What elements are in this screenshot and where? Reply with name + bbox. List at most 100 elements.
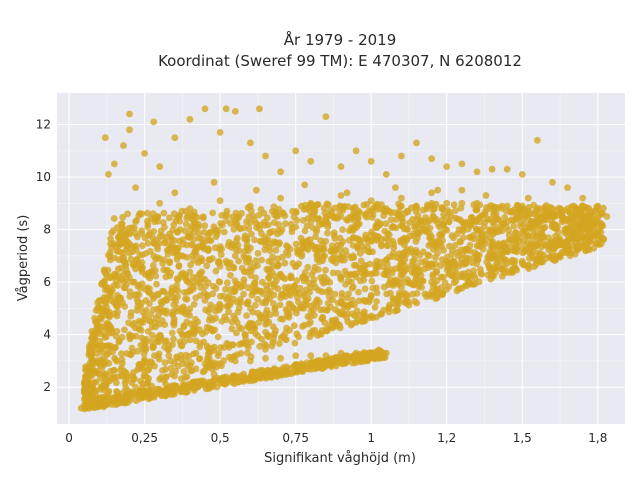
data-point bbox=[126, 288, 134, 296]
data-point bbox=[200, 245, 208, 253]
data-point bbox=[391, 307, 399, 315]
data-point bbox=[538, 243, 546, 251]
data-point bbox=[212, 307, 219, 315]
data-point bbox=[542, 255, 549, 263]
data-point bbox=[150, 295, 157, 302]
data-point bbox=[328, 209, 336, 217]
data-point bbox=[278, 226, 286, 233]
data-point bbox=[454, 215, 462, 223]
data-point bbox=[324, 229, 331, 237]
data-point bbox=[84, 402, 92, 410]
data-point bbox=[261, 246, 269, 254]
data-point bbox=[150, 306, 157, 314]
data-point bbox=[188, 367, 196, 375]
data-point bbox=[588, 233, 596, 241]
data-point bbox=[251, 236, 258, 244]
data-point bbox=[159, 367, 166, 374]
data-point bbox=[570, 202, 577, 210]
data-point bbox=[108, 286, 116, 294]
data-point bbox=[135, 325, 143, 333]
data-point bbox=[243, 375, 251, 383]
data-point bbox=[127, 255, 135, 263]
data-point bbox=[411, 268, 418, 276]
data-point bbox=[82, 372, 89, 380]
data-point bbox=[279, 253, 286, 261]
data-point bbox=[150, 118, 158, 126]
data-point bbox=[264, 370, 272, 378]
data-point bbox=[473, 168, 481, 176]
data-point bbox=[96, 337, 104, 345]
data-point bbox=[329, 296, 336, 304]
data-point bbox=[85, 343, 93, 350]
data-point bbox=[133, 295, 141, 303]
x-axis-label: Signifikant våghöjd (m) bbox=[264, 451, 416, 466]
data-point bbox=[314, 201, 322, 208]
data-point bbox=[162, 337, 170, 345]
data-point bbox=[142, 297, 150, 304]
data-point bbox=[138, 227, 146, 235]
x-tick-label: 1,8 bbox=[588, 431, 607, 445]
data-point bbox=[475, 251, 483, 259]
data-point bbox=[262, 342, 270, 350]
data-point bbox=[167, 233, 175, 241]
data-point bbox=[331, 204, 338, 212]
data-point bbox=[168, 329, 176, 337]
data-point bbox=[456, 259, 464, 267]
data-point bbox=[444, 207, 451, 214]
data-point bbox=[310, 210, 317, 218]
data-point bbox=[230, 263, 237, 271]
data-point bbox=[259, 367, 267, 374]
data-point bbox=[410, 230, 417, 238]
data-point bbox=[250, 368, 258, 376]
data-point bbox=[272, 246, 280, 254]
data-point bbox=[385, 308, 393, 316]
data-point bbox=[160, 297, 167, 305]
data-point bbox=[126, 126, 133, 134]
data-point bbox=[210, 178, 218, 186]
data-point bbox=[592, 207, 600, 214]
data-point bbox=[337, 274, 344, 282]
data-point bbox=[259, 290, 267, 297]
data-point bbox=[492, 251, 499, 258]
data-point bbox=[192, 224, 199, 232]
data-point bbox=[448, 232, 456, 240]
data-point bbox=[208, 326, 216, 334]
data-point bbox=[222, 105, 230, 113]
data-point bbox=[90, 379, 97, 387]
data-point bbox=[220, 357, 228, 365]
data-point bbox=[559, 215, 567, 223]
data-point bbox=[383, 256, 390, 263]
data-point bbox=[264, 331, 272, 339]
data-point bbox=[164, 250, 172, 258]
data-point bbox=[269, 323, 277, 330]
data-point bbox=[481, 210, 489, 218]
data-point bbox=[389, 253, 397, 260]
data-point bbox=[216, 300, 224, 308]
chart-title-line2: Koordinat (Sweref 99 TM): E 470307, N 62… bbox=[158, 52, 522, 70]
data-point bbox=[144, 240, 152, 247]
data-point bbox=[510, 222, 518, 230]
data-point bbox=[302, 275, 310, 283]
data-point bbox=[434, 244, 441, 251]
data-point bbox=[140, 372, 148, 380]
data-point bbox=[428, 155, 435, 163]
data-point bbox=[115, 337, 123, 345]
data-point bbox=[170, 249, 177, 257]
data-point bbox=[443, 163, 451, 171]
data-point bbox=[406, 219, 413, 227]
data-point bbox=[137, 377, 145, 385]
data-point bbox=[187, 225, 194, 233]
data-point bbox=[178, 207, 186, 215]
data-point bbox=[192, 315, 199, 323]
data-point bbox=[88, 351, 96, 359]
data-point bbox=[277, 194, 284, 202]
data-point bbox=[111, 242, 119, 250]
data-point bbox=[443, 226, 451, 234]
data-point bbox=[520, 205, 528, 213]
data-point bbox=[270, 291, 278, 299]
data-point bbox=[265, 258, 273, 265]
data-point bbox=[574, 244, 582, 252]
data-point bbox=[119, 213, 127, 221]
data-point bbox=[531, 241, 538, 249]
data-point bbox=[121, 284, 129, 292]
